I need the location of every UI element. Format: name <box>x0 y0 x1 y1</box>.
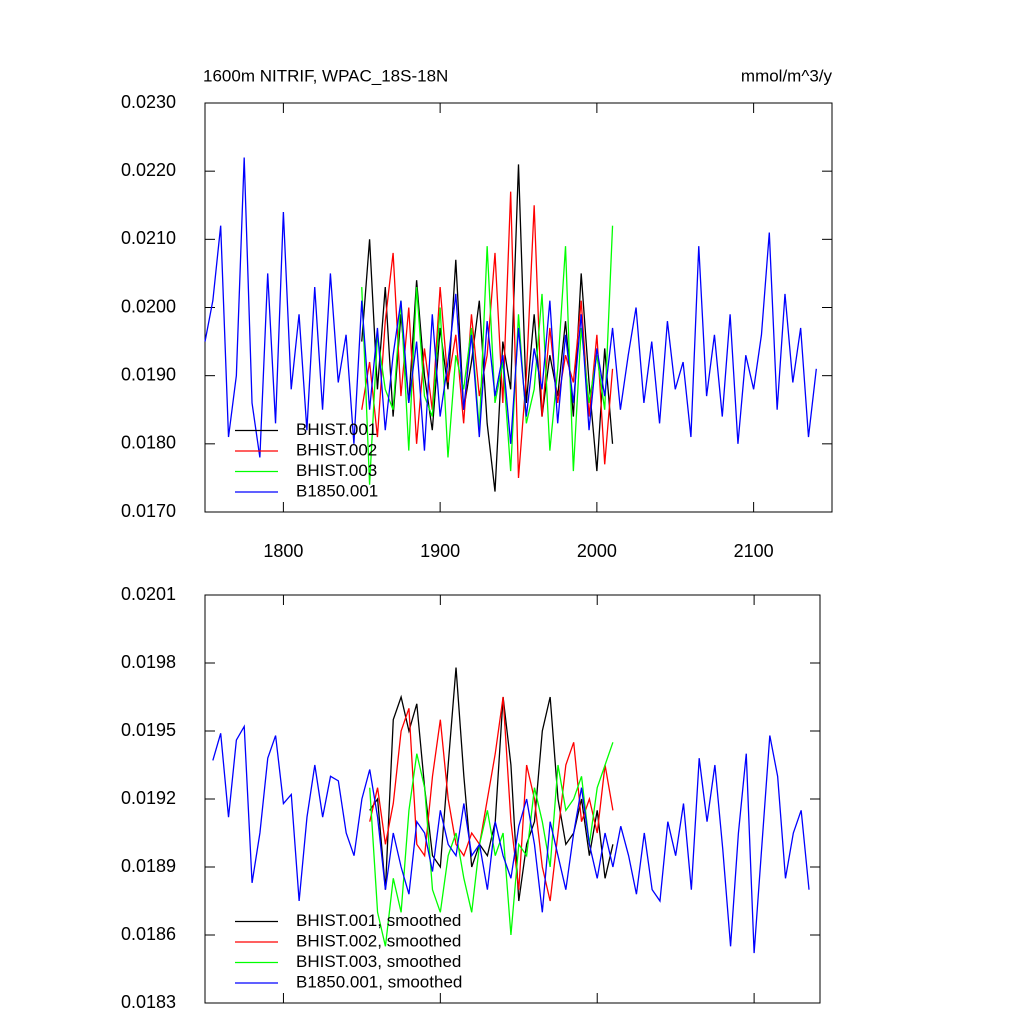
series-line <box>369 667 614 902</box>
y-tick-label: 0.0201 <box>121 584 176 604</box>
legend-label: BHIST.002, smoothed <box>296 931 461 950</box>
chart-title: 1600m NITRIF, WPAC_18S-18N <box>203 66 448 85</box>
y-tick-label: 0.0200 <box>121 296 176 316</box>
y-tick-label: 0.0210 <box>121 228 176 248</box>
y-tick-label: 0.0170 <box>121 501 176 521</box>
legend-label: BHIST.003, smoothed <box>296 952 461 971</box>
y-tick-label: 0.0180 <box>121 433 176 453</box>
legend-label: B1850.001, smoothed <box>296 972 462 991</box>
series-line <box>369 696 614 902</box>
series-line <box>361 191 614 478</box>
x-tick-label: 2000 <box>577 541 617 561</box>
x-tick-label: 1900 <box>420 541 460 561</box>
series-line <box>361 225 614 485</box>
y-tick-label: 0.0189 <box>121 856 176 876</box>
y-tick-label: 0.0192 <box>121 788 176 808</box>
series-line <box>369 742 614 947</box>
y-tick-label: 0.0190 <box>121 364 176 384</box>
x-tick-label: 1800 <box>263 541 303 561</box>
y-tick-label: 0.0183 <box>121 992 176 1012</box>
legend-label: B1850.001 <box>296 481 378 500</box>
units-label: mmol/m^3/y <box>741 66 833 85</box>
legend-label: BHIST.001 <box>296 420 377 439</box>
y-tick-label: 0.0195 <box>121 720 176 740</box>
y-tick-label: 0.0198 <box>121 652 176 672</box>
x-tick-label: 2100 <box>734 541 774 561</box>
series-line <box>212 724 810 954</box>
legend-label: BHIST.003 <box>296 461 377 480</box>
y-tick-label: 0.0186 <box>121 924 176 944</box>
series-line <box>204 157 817 458</box>
legend-label: BHIST.001, smoothed <box>296 911 461 930</box>
y-tick-label: 0.0230 <box>121 92 176 112</box>
y-tick-label: 0.0220 <box>121 160 176 180</box>
legend-label: BHIST.002 <box>296 440 377 459</box>
